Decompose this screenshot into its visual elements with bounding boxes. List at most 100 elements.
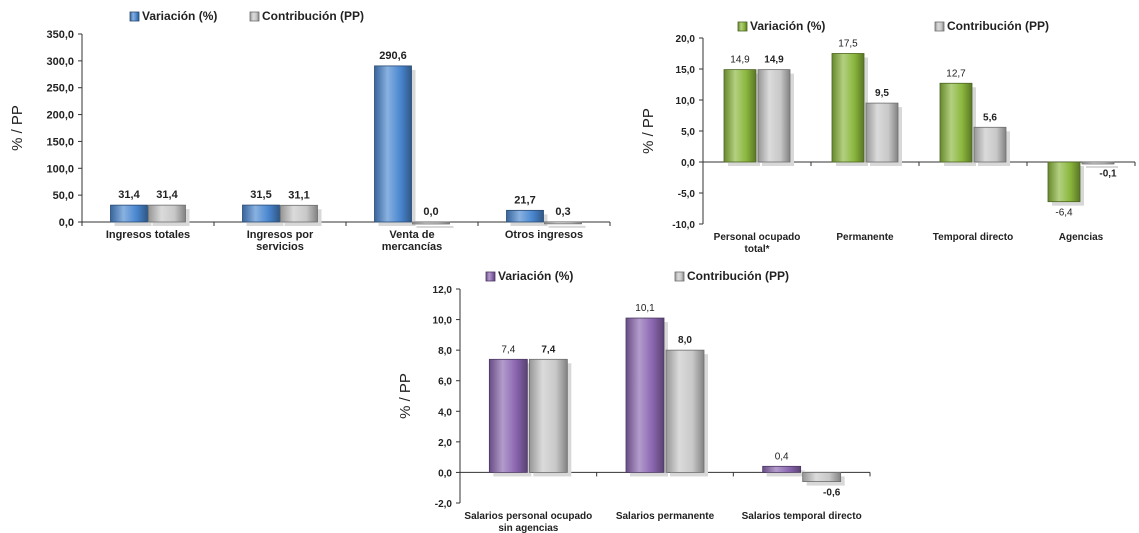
bar-variacion (1047, 161, 1081, 203)
bar-contribucion (665, 349, 705, 473)
x-category-label: servicios (256, 241, 304, 253)
data-label: 31,4 (156, 189, 178, 201)
bar-contribucion (412, 221, 450, 225)
x-category-label: Otros ingresos (505, 229, 583, 241)
legend-label: Variación (%) (142, 9, 217, 23)
data-label: 14,9 (764, 55, 784, 66)
y-tick-label: 6,0 (438, 377, 452, 388)
bar-contribucion (802, 472, 842, 483)
y-tick-label: 12,0 (433, 285, 453, 296)
y-tick-label: 8,0 (438, 346, 452, 357)
data-label: 31,4 (118, 189, 140, 201)
bar-shadow (416, 226, 454, 228)
bar-contribucion (1081, 161, 1115, 165)
data-label: 12,7 (946, 68, 966, 79)
bar-contribucion (544, 221, 582, 225)
x-category-label: Permanente (836, 232, 894, 243)
legend-label: Contribución (PP) (687, 269, 789, 283)
bar-shadow (766, 470, 805, 477)
legend-item-0: Variación (%) (485, 269, 573, 283)
y-tick-label: 5,0 (681, 127, 695, 138)
data-label: 5,6 (983, 112, 997, 123)
chart-salaries: Variación (%) Contribución (PP) % / PP -2,0… (397, 269, 871, 533)
y-tick-label: 10,0 (676, 96, 696, 107)
y-tick-label: 350,0 (46, 29, 74, 41)
legend-label: Variación (%) (750, 19, 825, 33)
y-axis-title: % / PP (640, 108, 657, 154)
bar-contribucion (528, 358, 568, 473)
legend-item-1: Contribución (PP) (934, 19, 1049, 33)
data-label: 7,4 (501, 344, 515, 355)
x-category-label: Ingresos por (247, 229, 314, 241)
bar-variacion (506, 209, 544, 223)
chart-employment: Variación (%) Contribución (PP) % / PP -10,… (640, 19, 1136, 255)
bar-shadow (1086, 166, 1118, 168)
x-category-label: Temporal directo (933, 232, 1013, 243)
y-tick-label: 0,0 (681, 158, 695, 169)
data-label: 10,1 (635, 303, 655, 314)
y-tick-label: -2,0 (435, 499, 453, 510)
legend-swatch (934, 21, 945, 32)
y-tick-label: 250,0 (46, 83, 74, 95)
y-tick-label: 0,0 (59, 217, 74, 229)
data-label: 31,5 (250, 189, 271, 201)
x-category-label: Ingresos totales (106, 229, 190, 241)
data-label: 21,7 (514, 194, 535, 206)
bar-variacion (488, 358, 528, 473)
y-tick-label: 200,0 (46, 110, 74, 122)
y-tick-label: 10,0 (433, 316, 453, 327)
legend-item-0: Variación (%) (129, 9, 217, 23)
data-label: 17,5 (838, 39, 858, 50)
data-label: 31,1 (288, 189, 309, 201)
legend-label: Contribución (PP) (262, 9, 364, 23)
legend-swatch (129, 11, 140, 22)
x-category-label: Salarios personal ocupado (464, 511, 592, 522)
legend-item-0: Variación (%) (737, 19, 825, 33)
data-label: -0,1 (1099, 169, 1117, 180)
bar-variacion (831, 53, 865, 163)
y-tick-label: -5,0 (678, 189, 696, 200)
bar-variacion (374, 65, 412, 223)
data-label: 0,4 (775, 451, 789, 462)
x-category-label: Venta de (389, 229, 434, 241)
y-tick-label: 2,0 (438, 438, 452, 449)
x-category-label: Agencias (1059, 232, 1104, 243)
bar-variacion (939, 82, 973, 163)
data-label: 0,0 (423, 206, 438, 218)
x-category-label: mercancías (382, 241, 443, 253)
bar-contribucion (280, 204, 318, 223)
data-label: 290,6 (379, 50, 407, 62)
x-category-label: Salarios permanente (616, 511, 715, 522)
bar-contribucion (757, 69, 791, 163)
y-tick-label: 4,0 (438, 407, 452, 418)
data-label: 0,3 (555, 206, 570, 218)
y-tick-label: 50,0 (53, 190, 74, 202)
legend-swatch (737, 21, 748, 32)
y-axis-title: % / PP (397, 373, 414, 419)
data-label: 9,5 (875, 88, 889, 99)
bar-variacion (625, 317, 665, 473)
y-tick-label: 20,0 (676, 34, 696, 45)
bar-contribucion (148, 204, 186, 223)
data-label: 14,9 (730, 55, 750, 66)
data-label: -0,6 (823, 488, 841, 499)
bar-variacion (762, 465, 802, 473)
y-tick-label: 100,0 (46, 163, 74, 175)
bar-variacion (110, 204, 148, 223)
legend-item-1: Contribución (PP) (249, 9, 364, 23)
legend-swatch (485, 271, 496, 282)
bar-variacion (242, 204, 280, 223)
y-tick-label: 150,0 (46, 136, 74, 148)
legend-item-1: Contribución (PP) (674, 269, 789, 283)
y-axis-title: % / PP (9, 105, 26, 151)
legend-swatch (249, 11, 260, 22)
y-tick-label: -10,0 (672, 220, 695, 231)
x-category-label: Personal ocupado (714, 232, 801, 243)
y-tick-label: 300,0 (46, 56, 74, 68)
chart-revenue: Variación (%) Contribución (PP) % / PP 0,0 5… (9, 9, 611, 253)
legend-label: Variación (%) (498, 269, 573, 283)
x-category-label: Salarios temporal directo (742, 511, 862, 522)
data-label: 7,4 (541, 344, 555, 355)
legend-swatch (674, 271, 685, 282)
x-category-label: sin agencias (498, 523, 558, 533)
